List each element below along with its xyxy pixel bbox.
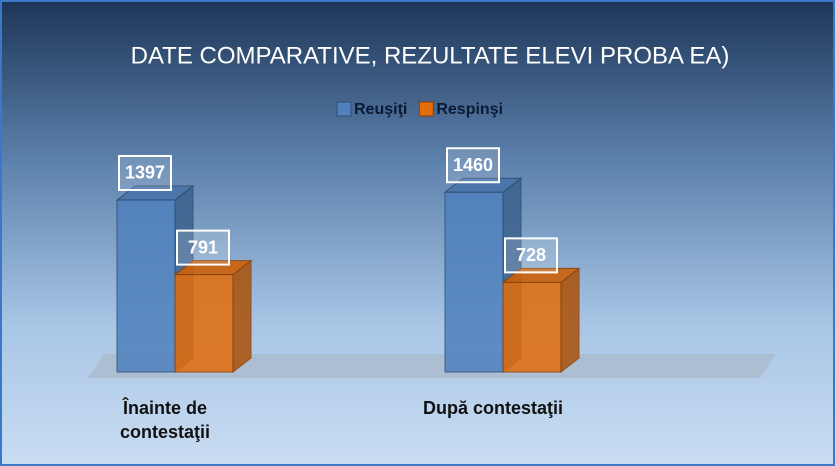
legend-swatch <box>418 101 434 117</box>
bar-side <box>560 267 580 374</box>
value-label: 1397 <box>125 163 165 183</box>
legend-swatch <box>336 101 352 117</box>
value-label-box <box>176 229 230 266</box>
legend-label: Respinşi <box>436 101 503 118</box>
bar <box>502 281 562 373</box>
value-label: 791 <box>188 237 218 257</box>
legend-label: Reuşiţi <box>354 101 407 118</box>
value-label-box <box>504 237 558 274</box>
bar <box>444 191 504 373</box>
value-label-box <box>118 154 172 191</box>
bar <box>116 199 176 373</box>
chart-title: DATE COMPARATIVE, REZULTATE ELEVI PROBA … <box>131 42 730 69</box>
bar-side <box>232 259 252 374</box>
x-tick-label: Înainte de contestaţii <box>119 398 211 442</box>
value-label-box <box>446 147 500 184</box>
bar <box>174 274 234 373</box>
value-label: 1460 <box>453 155 493 175</box>
floor <box>88 354 776 378</box>
value-label: 728 <box>516 245 546 265</box>
x-tick-label: După contestaţii <box>422 398 564 418</box>
